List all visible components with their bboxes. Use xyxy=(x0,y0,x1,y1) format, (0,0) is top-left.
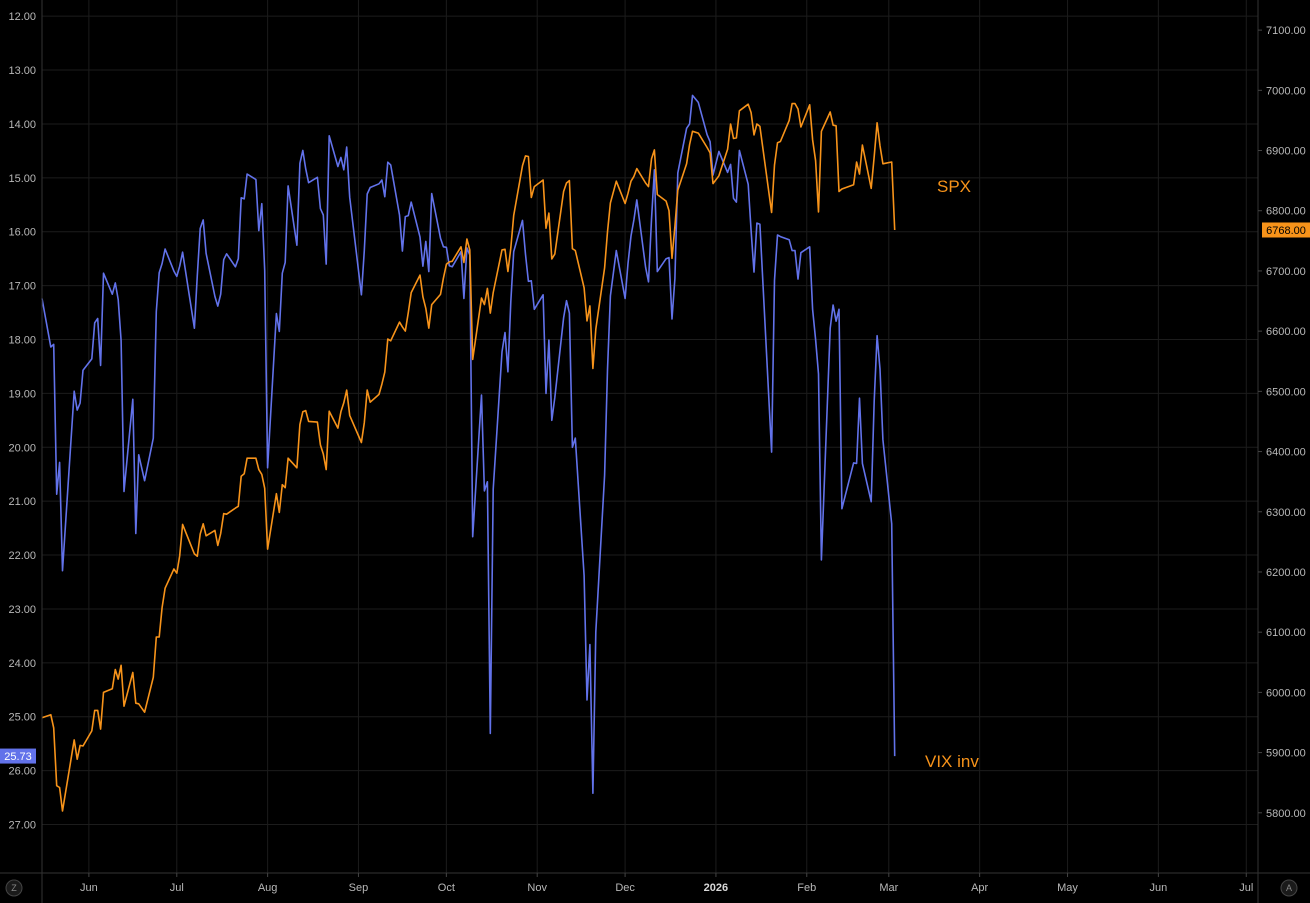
right-tick-label: 6400.00 xyxy=(1266,447,1306,459)
right-tick-label: 5800.00 xyxy=(1266,808,1306,820)
left-tick-label: 24.00 xyxy=(8,658,36,670)
right-tick-label: 6500.00 xyxy=(1266,386,1306,398)
left-tick-label: 20.00 xyxy=(8,442,36,454)
x-tick-label: Apr xyxy=(971,882,988,894)
zoom-button-left-label: Z xyxy=(11,883,17,893)
right-tick-label: 6300.00 xyxy=(1266,507,1306,519)
right-tick-label: 6000.00 xyxy=(1266,687,1306,699)
right-tick-label: 6100.00 xyxy=(1266,627,1306,639)
right-axis[interactable]: 5800.00 5900.00 6000.00 6100.00 6200.00 6300.… xyxy=(1258,25,1306,820)
left-tick-label: 25.00 xyxy=(8,712,36,724)
x-tick-label: Jun xyxy=(80,882,98,894)
auto-scale-button[interactable]: A xyxy=(1280,879,1298,897)
vix-last-value-badge: 25.73 xyxy=(0,748,36,764)
time-axis[interactable]: Jun Jul Aug Sep Oct Nov Dec 2026 Feb Mar Apr May Jun… xyxy=(80,873,1253,894)
right-tick-label: 7100.00 xyxy=(1266,25,1306,37)
left-tick-label: 19.00 xyxy=(8,388,36,400)
spx-last-value: 6768.00 xyxy=(1266,225,1306,237)
x-tick-label: Nov xyxy=(527,882,547,894)
grid xyxy=(42,0,1258,873)
left-tick-label: 18.00 xyxy=(8,335,36,347)
x-tick-label: Feb xyxy=(797,882,816,894)
right-tick-label: 5900.00 xyxy=(1266,748,1306,760)
left-tick-label: 27.00 xyxy=(8,820,36,832)
x-tick-label: 2026 xyxy=(704,882,728,894)
x-tick-label: Jul xyxy=(1239,882,1253,894)
series-layer xyxy=(41,94,896,812)
left-tick-label: 14.00 xyxy=(8,119,36,131)
right-tick-label: 6200.00 xyxy=(1266,567,1306,579)
right-tick-label: 6900.00 xyxy=(1266,146,1306,158)
x-tick-label: May xyxy=(1057,882,1078,894)
x-tick-label: Jun xyxy=(1150,882,1168,894)
left-tick-label: 23.00 xyxy=(8,604,36,616)
spx-line xyxy=(41,102,896,812)
left-tick-label: 13.00 xyxy=(8,65,36,77)
spx-annotation: SPX xyxy=(937,177,971,196)
vix-inv-line xyxy=(41,94,896,795)
left-tick-label: 21.00 xyxy=(8,496,36,508)
right-tick-label: 6800.00 xyxy=(1266,206,1306,218)
right-tick-label: 6700.00 xyxy=(1266,266,1306,278)
x-tick-label: Aug xyxy=(258,882,278,894)
left-tick-label: 16.00 xyxy=(8,227,36,239)
left-tick-label: 17.00 xyxy=(8,281,36,293)
right-tick-label: 6600.00 xyxy=(1266,326,1306,338)
x-tick-label: Oct xyxy=(438,882,455,894)
left-axis[interactable]: 12.00 13.00 14.00 15.00 16.00 17.00 18.00 19.00… xyxy=(8,11,36,831)
left-tick-label: 15.00 xyxy=(8,173,36,185)
zoom-button-left[interactable]: Z xyxy=(5,879,23,897)
left-tick-label: 22.00 xyxy=(8,550,36,562)
x-tick-label: Sep xyxy=(349,882,369,894)
vix-inv-annotation: VIX inv xyxy=(925,752,979,771)
left-tick-label: 12.00 xyxy=(8,11,36,23)
spx-last-value-badge: 6768.00 xyxy=(1262,222,1310,238)
x-tick-label: Mar xyxy=(879,882,898,894)
right-tick-label: 7000.00 xyxy=(1266,85,1306,97)
x-tick-label: Jul xyxy=(170,882,184,894)
auto-scale-button-label: A xyxy=(1286,883,1292,893)
left-tick-label: 26.00 xyxy=(8,766,36,778)
x-tick-label: Dec xyxy=(615,882,635,894)
vix-last-value: 25.73 xyxy=(4,751,32,763)
